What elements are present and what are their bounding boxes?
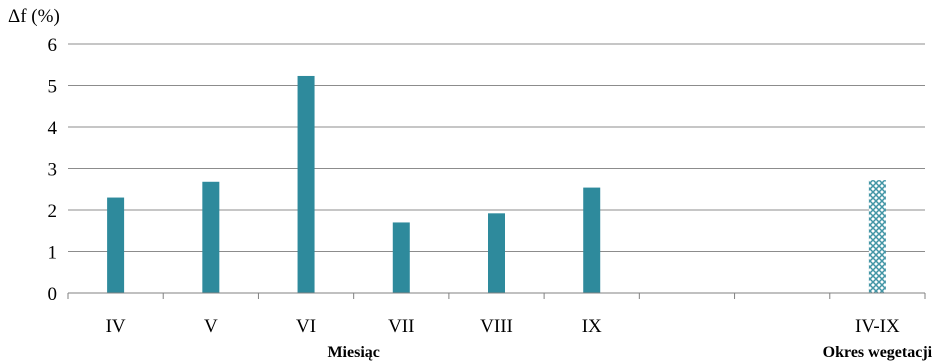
bar [868,180,886,293]
x-tick-label: VII [388,316,414,337]
x-tick-label: V [204,316,218,337]
y-tick-label: 4 [48,118,58,139]
bar [297,75,315,293]
y-tick-labels: 0 1 2 3 4 5 6 [48,35,58,305]
x-tick-label: VIII [480,316,513,337]
x-tick-labels: IV V VI VII VIII IX IV-IX [106,316,900,337]
y-axis-title: Δf (%) [8,6,60,27]
group-label: Okres wegetacji [823,344,933,361]
x-tick-label: IV-IX [855,316,900,337]
bars [107,75,886,293]
y-tick-label: 1 [48,243,58,264]
bar [583,187,601,293]
bar [202,181,220,293]
x-tick-label: VI [296,316,316,337]
group-label: Miesiąc [327,344,379,361]
bar [107,197,125,293]
y-tick-label: 2 [48,201,58,222]
bar [392,222,410,293]
x-tick-label: IX [582,316,602,337]
y-tick-label: 0 [48,284,58,305]
axes [67,292,926,299]
y-tick-label: 6 [48,35,58,56]
x-tick-label: IV [106,316,126,337]
y-tick-label: 3 [48,160,58,181]
group-labels: Miesiąc Okres wegetacji [327,344,932,361]
y-tick-label: 5 [48,77,58,98]
bar [488,213,505,293]
